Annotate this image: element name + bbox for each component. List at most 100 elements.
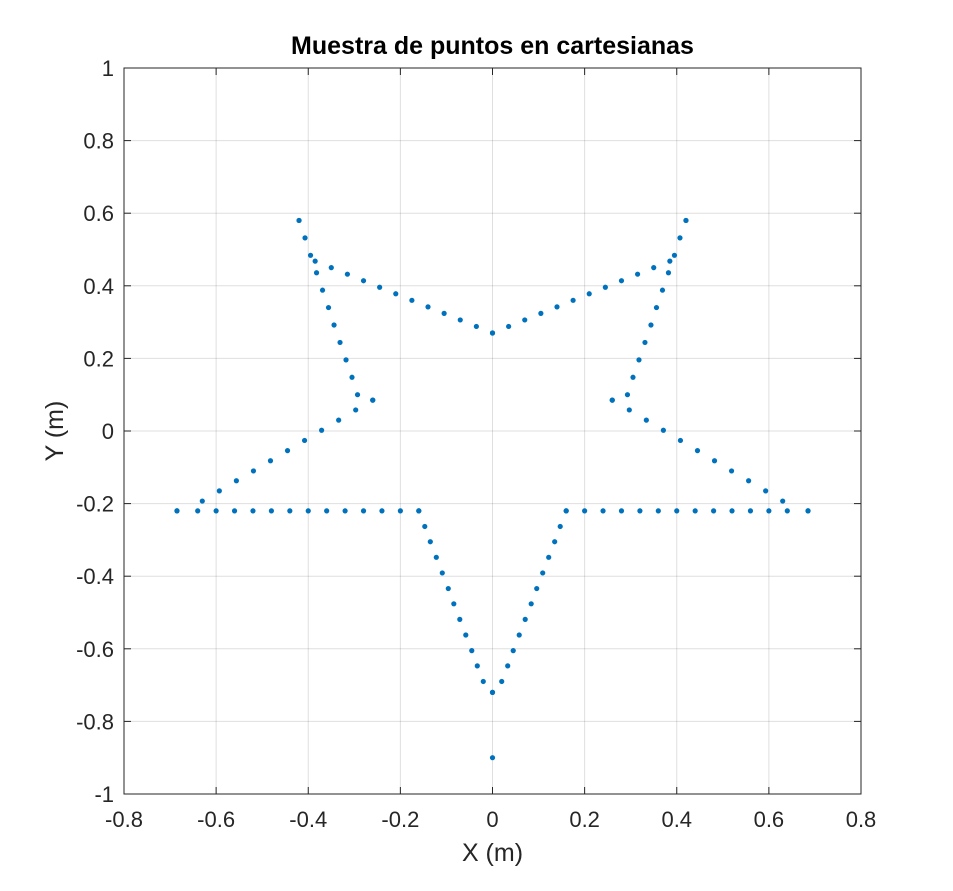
data-point	[441, 310, 447, 316]
data-point	[540, 570, 546, 576]
data-point	[302, 235, 308, 241]
data-point	[538, 310, 544, 316]
data-point	[582, 508, 588, 514]
data-point	[199, 498, 205, 504]
data-point	[393, 291, 399, 297]
data-points	[174, 217, 811, 761]
data-point	[427, 539, 433, 545]
y-tick-labels: -1 -0.8 -0.6 -0.4 -0.2 0 0.2 0.4 0.6 0.8 1	[76, 56, 114, 807]
data-point	[342, 508, 348, 514]
data-point	[516, 632, 522, 638]
data-point	[660, 427, 666, 433]
data-point	[233, 478, 239, 484]
data-point	[636, 357, 642, 363]
data-point	[305, 508, 311, 514]
data-point	[552, 539, 558, 545]
x-tick-label: 0.6	[754, 807, 785, 832]
data-point	[602, 284, 608, 290]
data-point	[379, 508, 385, 514]
data-point	[301, 437, 308, 444]
data-point	[694, 448, 701, 454]
tick-marks	[123, 67, 862, 795]
data-point	[457, 317, 463, 323]
x-tick-label: 0.2	[569, 807, 600, 832]
data-point	[570, 297, 576, 303]
data-point	[319, 287, 326, 293]
data-point	[677, 437, 684, 444]
data-point	[457, 616, 463, 622]
y-tick-label: -0.4	[76, 564, 114, 589]
data-point	[586, 291, 592, 297]
plot-area-background	[124, 68, 861, 794]
data-point	[267, 458, 274, 464]
data-point	[653, 304, 660, 311]
data-point	[473, 323, 479, 330]
data-point	[328, 265, 334, 271]
data-point	[213, 508, 219, 514]
data-point	[489, 689, 496, 695]
data-point	[195, 508, 201, 514]
x-tick-label: 0.8	[846, 807, 877, 832]
data-point	[747, 508, 754, 514]
data-point	[563, 508, 569, 514]
data-point	[445, 585, 451, 592]
data-point	[325, 304, 332, 311]
data-point	[307, 252, 314, 258]
data-point	[284, 448, 291, 454]
data-point	[665, 270, 672, 276]
data-point	[637, 508, 643, 514]
data-point	[522, 616, 528, 622]
data-point	[463, 632, 469, 638]
y-tick-label: 0.8	[83, 129, 114, 154]
y-axis-title: Y (m)	[41, 401, 69, 462]
data-point	[766, 508, 772, 514]
data-point	[554, 304, 560, 310]
y-tick-label: -0.6	[76, 637, 114, 662]
data-point	[728, 468, 735, 474]
x-tick-labels: -0.8 -0.6 -0.4 -0.2 0 0.2 0.4 0.6 0.8	[105, 807, 876, 832]
data-point	[499, 678, 505, 685]
data-point	[231, 508, 238, 514]
data-point	[805, 508, 811, 514]
y-tick-label: 0.2	[83, 346, 114, 371]
data-point	[331, 322, 337, 328]
data-point	[370, 397, 376, 403]
y-tick-label: -0.2	[76, 492, 114, 517]
data-point	[780, 498, 786, 504]
data-point	[784, 508, 790, 514]
data-point	[324, 508, 330, 514]
data-point	[312, 258, 318, 264]
data-point	[643, 417, 649, 423]
data-point	[349, 374, 355, 380]
data-point	[319, 427, 325, 433]
data-point	[489, 755, 496, 761]
data-point	[618, 278, 625, 284]
data-point	[505, 663, 511, 669]
data-point	[651, 265, 657, 271]
y-tick-label: 1	[102, 56, 114, 81]
data-point	[250, 468, 257, 474]
data-point	[648, 322, 654, 328]
data-point	[642, 339, 648, 346]
data-point	[377, 284, 383, 290]
data-point	[343, 357, 349, 363]
data-point	[296, 217, 302, 224]
data-point	[557, 523, 563, 530]
data-point	[528, 601, 534, 607]
y-tick-label: -1	[94, 782, 114, 807]
chart-title: Muestra de puntos en cartesianas	[291, 32, 694, 60]
data-point	[534, 585, 540, 592]
data-point	[683, 217, 689, 224]
data-point	[659, 287, 666, 293]
x-tick-label: -0.6	[197, 807, 235, 832]
data-point	[667, 258, 673, 264]
data-point	[655, 508, 661, 514]
data-point	[677, 235, 683, 241]
data-point	[250, 508, 256, 514]
data-point	[630, 374, 636, 380]
x-tick-label: -0.2	[381, 807, 419, 832]
data-point	[469, 648, 475, 654]
data-point	[354, 392, 361, 398]
